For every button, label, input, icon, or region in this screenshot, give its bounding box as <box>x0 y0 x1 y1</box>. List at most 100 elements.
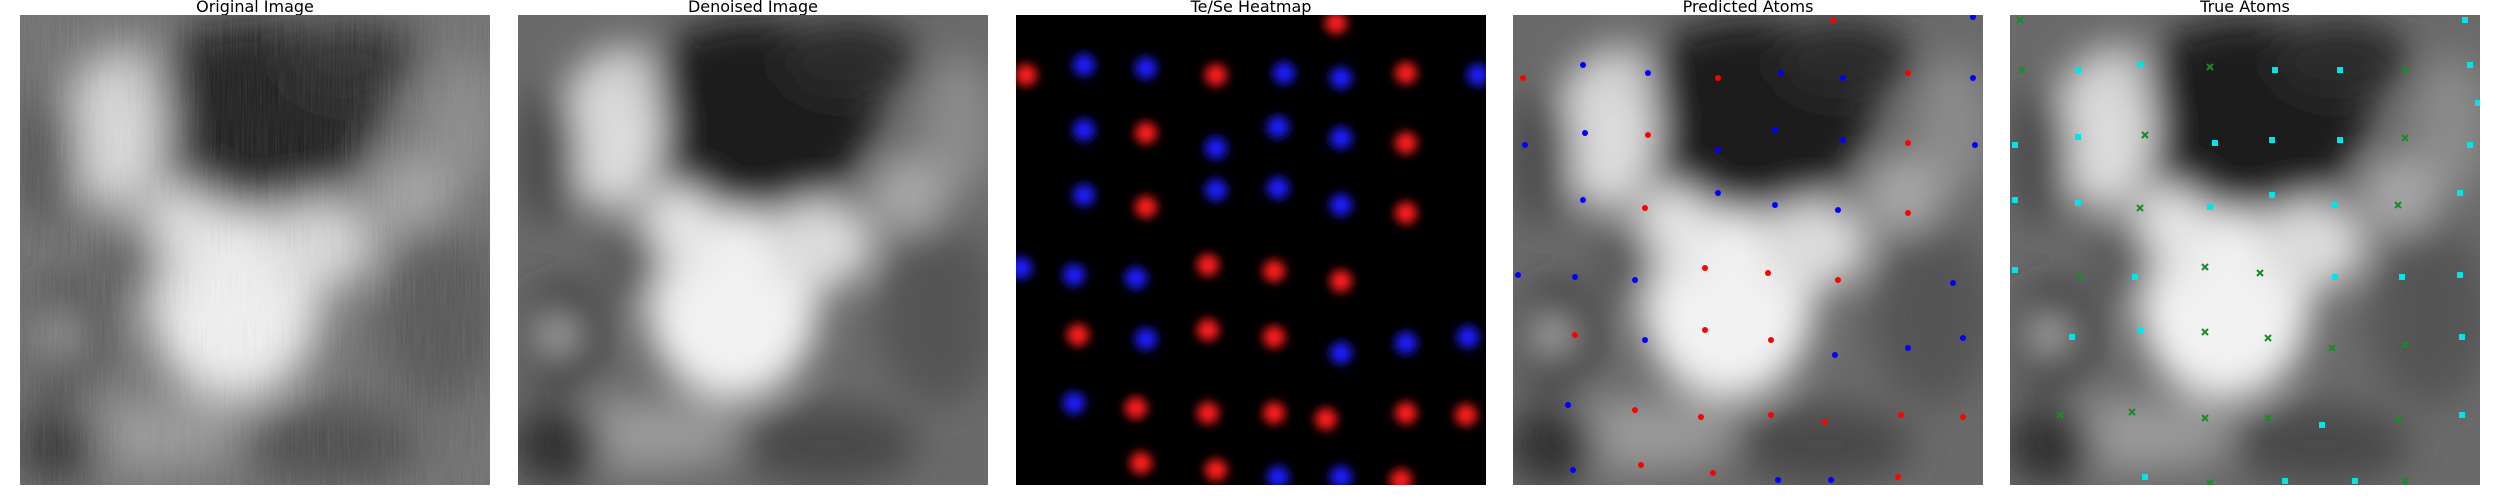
se-heat-spot <box>1330 466 1352 485</box>
te-true-atom <box>2401 134 2409 142</box>
te-predicted-atom <box>1702 265 1708 271</box>
te-predicted-atom <box>1830 17 1836 23</box>
se-predicted-atom <box>1715 147 1721 153</box>
se-predicted-atom <box>1960 335 1966 341</box>
te-predicted-atom <box>1520 75 1526 81</box>
se-predicted-atom <box>1580 62 1586 68</box>
se-heat-spot <box>1125 267 1147 289</box>
te-true-atom <box>2201 328 2209 336</box>
te-true-atom <box>2256 269 2264 277</box>
se-true-atom <box>2269 137 2275 143</box>
se-predicted-atom <box>1570 467 1576 473</box>
te-true-atom <box>2206 63 2214 71</box>
se-predicted-atom <box>1905 345 1911 351</box>
se-heat-spot <box>1073 119 1095 141</box>
se-predicted-atom <box>1522 142 1528 148</box>
te-heat-spot <box>1325 15 1347 34</box>
predicted-atoms-image <box>1513 15 1983 485</box>
te-predicted-atom <box>1702 327 1708 333</box>
se-predicted-atom <box>1832 352 1838 358</box>
te-true-atom <box>2401 477 2409 485</box>
se-predicted-atom <box>1645 70 1651 76</box>
te-true-atom <box>2201 263 2209 271</box>
te-predicted-atom <box>1960 414 1966 420</box>
se-heat-spot <box>1457 326 1479 348</box>
se-true-atom <box>2272 67 2278 73</box>
te-true-atom <box>2394 201 2402 209</box>
te-predicted-atom <box>1572 332 1578 338</box>
se-true-atom <box>2319 422 2325 428</box>
panel-title: Te/Se Heatmap <box>1190 0 1312 16</box>
se-heat-spot <box>1330 67 1352 89</box>
se-heat-spot <box>1205 137 1227 159</box>
te-predicted-atom <box>1698 414 1704 420</box>
te-predicted-atom <box>1905 140 1911 146</box>
te-true-atom <box>2394 416 2402 424</box>
se-true-atom <box>2137 327 2143 333</box>
panel-title: Predicted Atoms <box>1682 0 1814 16</box>
se-predicted-atom <box>1775 477 1781 483</box>
te-predicted-atom <box>1822 419 1828 425</box>
se-heat-spot <box>1135 328 1157 350</box>
se-true-atom <box>2207 204 2213 210</box>
se-true-atom <box>2137 62 2143 68</box>
te-heat-spot <box>1130 452 1152 474</box>
se-true-atom <box>2142 474 2148 480</box>
denoised-image <box>518 15 988 485</box>
te-true-atom <box>2401 341 2409 349</box>
te-true-atom <box>2056 411 2064 419</box>
se-predicted-atom <box>1632 277 1638 283</box>
te-predicted-atom <box>1768 412 1774 418</box>
se-true-atom <box>2467 142 2473 148</box>
se-true-atom <box>2069 334 2075 340</box>
te-heat-spot <box>1205 64 1227 86</box>
te-predicted-atom <box>1645 132 1651 138</box>
se-heat-spot <box>1273 62 1295 84</box>
te-true-atom <box>2136 204 2144 212</box>
te-heat-spot <box>1455 404 1477 426</box>
te-true-atom <box>2141 131 2149 139</box>
se-heat-spot <box>1467 64 1486 86</box>
se-true-atom <box>2269 192 2275 198</box>
se-true-atom <box>2012 267 2018 273</box>
te-true-atom <box>2018 66 2026 74</box>
true-atoms-panel: True Atoms <box>2010 0 2480 485</box>
se-true-atom <box>2457 272 2463 278</box>
te-predicted-atom <box>1768 337 1774 343</box>
te-true-atom <box>2328 344 2336 352</box>
se-heat-spot <box>1395 332 1417 354</box>
se-predicted-atom <box>1580 197 1586 203</box>
te-se-heatmap <box>1016 15 1486 485</box>
se-true-atom <box>2467 62 2473 68</box>
original-image <box>20 15 490 485</box>
se-predicted-atom <box>1572 274 1578 280</box>
se-true-atom <box>2212 140 2218 146</box>
te-predicted-atom <box>1765 270 1771 276</box>
te-predicted-atom <box>1905 70 1911 76</box>
se-true-atom <box>2462 17 2468 23</box>
se-true-atom <box>2012 142 2018 148</box>
te-predicted-atom <box>1835 277 1841 283</box>
te-predicted-atom <box>1895 474 1901 480</box>
se-predicted-atom <box>1828 477 1834 483</box>
te-true-atom <box>2016 16 2024 24</box>
se-predicted-atom <box>1970 75 1976 81</box>
te-true-atom <box>2206 479 2214 485</box>
se-heat-spot <box>1135 57 1157 79</box>
se-true-atom <box>2399 274 2405 280</box>
te-heat-spot <box>1197 402 1219 424</box>
se-true-atom <box>2457 190 2463 196</box>
te-heat-spot <box>1263 326 1285 348</box>
se-true-atom <box>2012 197 2018 203</box>
se-true-atom <box>2332 202 2338 208</box>
se-predicted-atom <box>1972 142 1978 148</box>
se-heat-spot <box>1016 257 1032 279</box>
se-predicted-atom <box>1582 130 1588 136</box>
te-true-atom <box>2201 414 2209 422</box>
original-image-panel: Original Image <box>20 0 490 485</box>
se-predicted-atom <box>1772 127 1778 133</box>
te-heat-spot <box>1205 459 1227 481</box>
se-predicted-atom <box>1970 15 1976 20</box>
se-true-atom <box>2337 137 2343 143</box>
te-true-atom <box>2264 334 2272 342</box>
